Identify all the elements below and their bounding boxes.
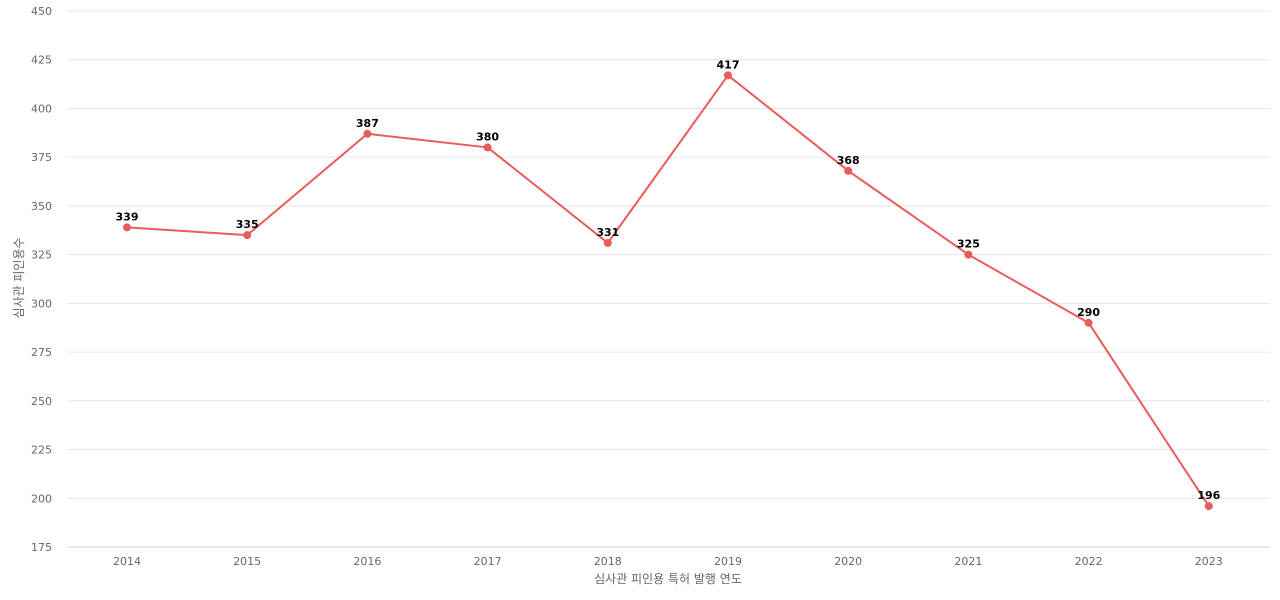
- data-label: 380: [476, 130, 499, 143]
- data-label: 325: [957, 238, 980, 251]
- data-point: [964, 250, 973, 259]
- x-axis-ticks: 2014 2015 2016 2017 2018 2019 2020 2021 2022 2023: [113, 555, 1223, 568]
- data-point: [1204, 502, 1213, 511]
- x-tick-label: 2019: [714, 555, 742, 568]
- data-label: 331: [596, 226, 619, 239]
- y-tick-label: 425: [31, 54, 52, 67]
- x-axis-title: 심사관 피인용 특허 발행 연도: [594, 571, 742, 586]
- y-tick-label: 175: [31, 541, 52, 554]
- x-tick-label: 2017: [474, 555, 502, 568]
- grid-layer: [67, 10, 1270, 548]
- y-tick-label: 375: [31, 151, 52, 164]
- y-tick-label: 400: [31, 102, 52, 115]
- y-tick-label: 450: [31, 5, 52, 18]
- x-tick-label: 2023: [1195, 555, 1223, 568]
- data-label: 290: [1077, 306, 1100, 319]
- data-label: 196: [1197, 489, 1220, 502]
- y-axis-ticks: 175 200 225 250 275 300 325 350 375 400 425 450: [31, 5, 52, 554]
- x-tick-label: 2022: [1075, 555, 1103, 568]
- data-label: 335: [236, 218, 259, 231]
- series-line: [126, 74, 1210, 507]
- y-axis-title: 심사관 피인용수: [12, 237, 26, 318]
- data-point: [603, 238, 612, 247]
- data-point: [363, 129, 372, 138]
- y-tick-label: 350: [31, 200, 52, 213]
- y-tick-label: 300: [31, 297, 52, 310]
- data-point: [724, 71, 732, 80]
- data-label: 387: [356, 117, 379, 130]
- data-label: 339: [116, 210, 139, 223]
- x-tick-label: 2014: [113, 555, 141, 568]
- y-tick-label: 225: [31, 444, 52, 457]
- x-tick-label: 2018: [594, 555, 622, 568]
- y-tick-label: 275: [31, 346, 52, 359]
- y-tick-label: 325: [31, 249, 52, 262]
- data-labels: 339 335 387 380 331 417 368 325 290 196: [116, 58, 1221, 502]
- data-label: 368: [837, 154, 860, 167]
- x-tick-label: 2016: [353, 555, 381, 568]
- data-point: [483, 143, 492, 152]
- y-tick-label: 200: [31, 492, 52, 505]
- data-point: [1084, 318, 1093, 327]
- series-layer: [123, 71, 1213, 511]
- x-tick-label: 2020: [834, 555, 862, 568]
- x-tick-label: 2015: [233, 555, 261, 568]
- y-tick-label: 250: [31, 395, 52, 408]
- data-point: [243, 231, 252, 240]
- data-label: 417: [717, 58, 740, 71]
- x-tick-label: 2021: [954, 555, 982, 568]
- data-point: [123, 223, 131, 232]
- data-point: [844, 166, 853, 175]
